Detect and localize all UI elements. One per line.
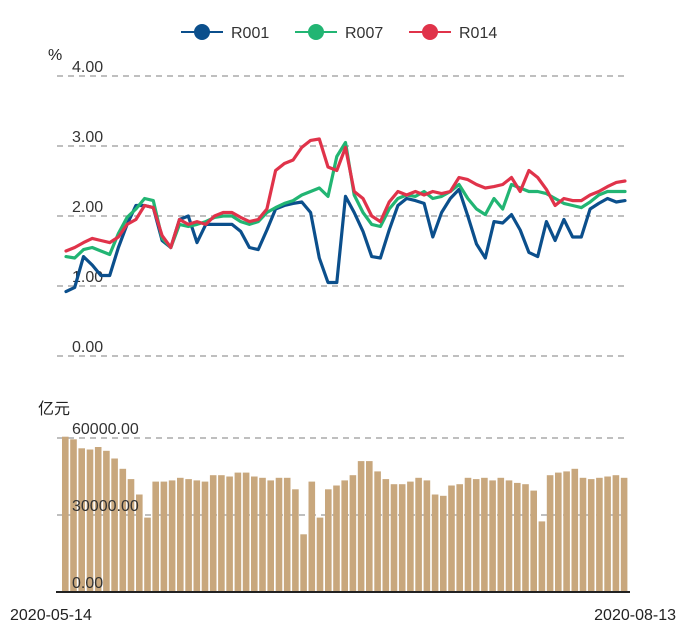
volume-bar	[366, 461, 373, 592]
legend: R001 R007 R014	[181, 24, 497, 42]
volume-bar	[448, 485, 455, 592]
volume-bar	[86, 449, 94, 592]
legend-label-r007: R007	[345, 25, 383, 42]
volume-bar	[300, 534, 307, 593]
volume-bar	[620, 477, 628, 592]
volume-bar	[127, 479, 135, 592]
volume-bar	[415, 477, 422, 592]
rate-gridlines	[57, 75, 626, 357]
volume-bar	[111, 458, 118, 592]
volume-bar	[259, 477, 266, 592]
volume-bar	[226, 476, 233, 592]
volume-bar	[423, 480, 431, 592]
legend-label-r001: R001	[231, 25, 269, 42]
volume-bar	[119, 468, 127, 592]
volume-unit-label: 亿元	[38, 400, 70, 418]
volume-bar	[349, 475, 357, 592]
volume-y-tick: 0.00	[72, 575, 103, 592]
volume-bar	[374, 471, 381, 592]
volume-bar	[308, 481, 316, 592]
volume-bar	[152, 481, 159, 592]
legend-item-r007[interactable]: R007	[295, 24, 383, 42]
volume-bar	[489, 480, 496, 592]
volume-bar	[571, 468, 579, 592]
rate-unit-label: %	[48, 47, 62, 64]
volume-bar	[390, 484, 398, 592]
volume-bar	[168, 480, 176, 592]
volume-bar	[431, 494, 439, 592]
volume-bar	[505, 480, 513, 592]
volume-bar	[604, 476, 611, 592]
volume-bar	[209, 475, 217, 592]
rate-y-tick-labels: 4.003.002.001.000.00	[72, 59, 103, 356]
volume-bar	[514, 482, 521, 592]
volume-bar	[398, 484, 406, 592]
volume-bar	[497, 477, 505, 592]
volume-bar	[325, 489, 332, 592]
volume-bar	[103, 450, 110, 592]
rate-y-tick: 0.00	[72, 339, 103, 356]
volume-bar	[234, 472, 242, 592]
volume-bar	[357, 461, 365, 592]
legend-marker-r014	[422, 24, 438, 40]
volume-bar	[160, 481, 168, 592]
volume-bar	[341, 480, 348, 592]
volume-bar	[555, 472, 562, 592]
volume-bar	[522, 484, 529, 592]
volume-bar	[456, 484, 463, 592]
rate-y-tick: 3.00	[72, 129, 103, 146]
volume-bar	[185, 479, 192, 592]
volume-bar	[612, 475, 620, 592]
series-line-r014	[64, 137, 627, 253]
x-start-date: 2020-05-14	[10, 607, 92, 624]
volume-bar	[440, 495, 447, 593]
volume-bar	[472, 479, 480, 592]
volume-bar	[94, 447, 102, 592]
x-end-date: 2020-08-13	[594, 607, 676, 624]
volume-bar	[177, 477, 184, 592]
legend-marker-r001	[194, 24, 210, 40]
volume-bar	[70, 439, 77, 592]
volume-bar	[464, 477, 472, 592]
volume-y-tick: 60000.00	[72, 421, 139, 438]
volume-bar	[563, 471, 570, 592]
rate-y-tick: 4.00	[72, 59, 103, 76]
volume-bar	[407, 481, 414, 592]
volume-bar	[251, 476, 258, 592]
volume-bar	[587, 479, 595, 592]
volume-bar	[275, 477, 283, 592]
volume-y-tick: 30000.00	[72, 498, 139, 515]
volume-bars	[62, 436, 628, 593]
volume-bar	[316, 517, 324, 592]
volume-bar	[579, 477, 587, 592]
volume-bar	[530, 490, 537, 592]
volume-bar	[481, 477, 488, 592]
volume-bar	[136, 494, 143, 592]
legend-item-r014[interactable]: R014	[409, 24, 497, 42]
volume-bar	[144, 517, 151, 592]
rate-y-tick: 2.00	[72, 199, 103, 216]
volume-bar	[382, 479, 390, 592]
volume-bar	[596, 477, 603, 592]
volume-bar	[193, 480, 201, 592]
series-line-r001	[64, 187, 627, 294]
volume-bar	[283, 477, 291, 592]
legend-marker-r007	[308, 24, 324, 40]
volume-bar	[546, 475, 554, 592]
legend-item-r001[interactable]: R001	[181, 24, 269, 42]
volume-bar	[62, 436, 69, 592]
volume-bar	[267, 480, 274, 592]
volume-bar	[538, 521, 546, 592]
volume-bar	[218, 475, 225, 592]
legend-label-r014: R014	[459, 25, 497, 42]
volume-bar	[242, 472, 250, 592]
volume-bar	[292, 489, 299, 592]
rate-series-lines	[64, 137, 627, 294]
volume-y-tick-labels: 60000.00 30000.00 0.00	[72, 421, 139, 592]
volume-bar	[201, 481, 209, 592]
volume-bar	[333, 485, 340, 592]
volume-bar	[78, 448, 85, 592]
